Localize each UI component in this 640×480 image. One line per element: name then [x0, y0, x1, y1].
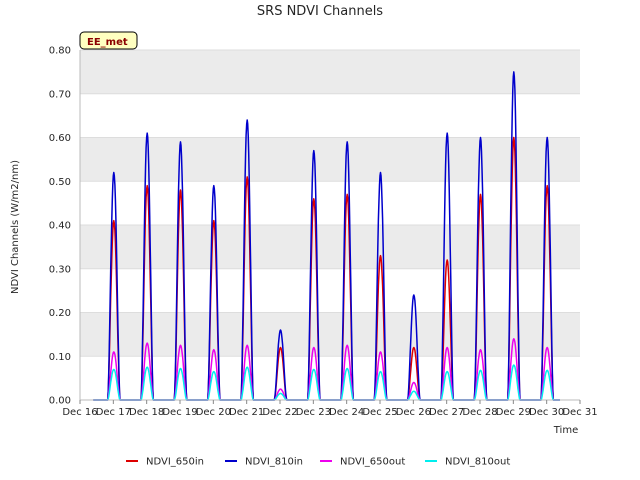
- legend-label: NDVI_810in: [245, 457, 303, 468]
- x-axis-label: Time: [553, 425, 578, 436]
- y-tick-label: 0.30: [49, 264, 71, 275]
- legend-label: NDVI_650in: [146, 457, 204, 468]
- y-axis-label: NDVI Channels (W/m2/nm): [10, 160, 21, 294]
- legend-label: NDVI_810out: [445, 457, 510, 468]
- x-tick-label: Dec 25: [362, 407, 397, 418]
- x-tick-label: Dec 21: [229, 407, 264, 418]
- legend: NDVI_650in NDVI_810in NDVI_650out NDVI_810o…: [126, 457, 510, 468]
- x-tick-label: Dec 18: [129, 407, 164, 418]
- x-tick-label: Dec 27: [429, 407, 464, 418]
- x-tick-label: Dec 24: [329, 407, 364, 418]
- x-tick-label: Dec 19: [162, 407, 197, 418]
- band: [80, 137, 580, 182]
- ee-met-badge: EE_met: [79, 31, 138, 50]
- chart-title: SRS NDVI Channels: [257, 4, 383, 19]
- x-tick-label: Dec 17: [96, 407, 131, 418]
- y-tick-label: 0.50: [49, 177, 71, 188]
- y-tick-label: 0.40: [49, 221, 71, 232]
- grid-lines: [80, 49, 580, 401]
- band: [80, 50, 580, 94]
- x-tick-label: Dec 28: [462, 407, 497, 418]
- legend-label: NDVI_650out: [340, 457, 405, 468]
- band: [80, 225, 580, 269]
- band: [80, 312, 580, 357]
- y-tick-label: 0.00: [49, 396, 71, 407]
- x-tick-label: Dec 29: [496, 407, 531, 418]
- x-tick-label: Dec 23: [296, 407, 331, 418]
- y-tick-label: 0.80: [49, 46, 71, 57]
- x-tick-label: Dec 30: [529, 407, 564, 418]
- x-tick-label: Dec 26: [396, 407, 431, 418]
- y-tick-label: 0.20: [49, 308, 71, 319]
- x-tick-label: Dec 22: [262, 407, 297, 418]
- y-tick-label: 0.70: [49, 89, 71, 100]
- x-tick-label: Dec 16: [62, 407, 97, 418]
- x-tick-label: Dec 20: [196, 407, 231, 418]
- axes: 0.00 0.10 0.20 0.30 0.40 0.50 0.60 0.70 0.80 Dec …: [49, 46, 598, 419]
- badge-label: EE_met: [87, 37, 128, 48]
- x-tick-label: Dec 31: [562, 407, 597, 418]
- y-tick-label: 0.10: [49, 352, 71, 363]
- y-tick-label: 0.60: [49, 133, 71, 144]
